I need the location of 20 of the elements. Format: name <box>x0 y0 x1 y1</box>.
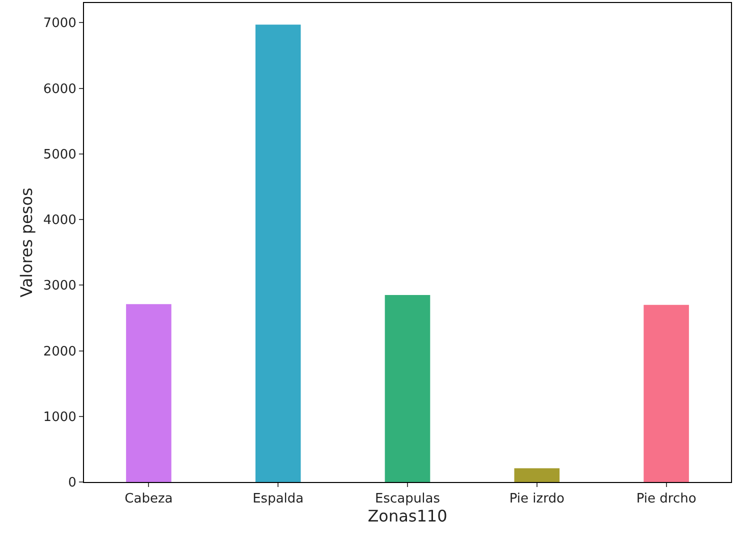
y-tick-label: 4000 <box>43 213 76 228</box>
bar <box>255 24 301 482</box>
bar <box>514 468 560 482</box>
bar <box>126 304 172 482</box>
x-tick-label: Escapulas <box>375 492 440 507</box>
bar <box>644 304 689 482</box>
y-tick-label: 7000 <box>43 16 76 32</box>
y-tick-label: 1000 <box>43 410 76 425</box>
x-tick-label: Cabeza <box>124 492 173 507</box>
x-tick-label: Pie izrdo <box>509 492 564 507</box>
bar <box>384 294 430 482</box>
y-tick-label: 2000 <box>43 344 76 360</box>
y-axis-title: Valores pesos <box>17 188 36 298</box>
y-tick-label: 5000 <box>43 147 76 162</box>
y-tick-label: 3000 <box>43 278 76 294</box>
x-tick-label: Pie drcho <box>636 492 696 507</box>
y-tick-label: 0 <box>68 476 76 491</box>
y-tick-label: 6000 <box>43 82 76 97</box>
x-axis-title: Zonas110 <box>368 506 448 526</box>
x-tick-label: Espalda <box>252 492 304 507</box>
